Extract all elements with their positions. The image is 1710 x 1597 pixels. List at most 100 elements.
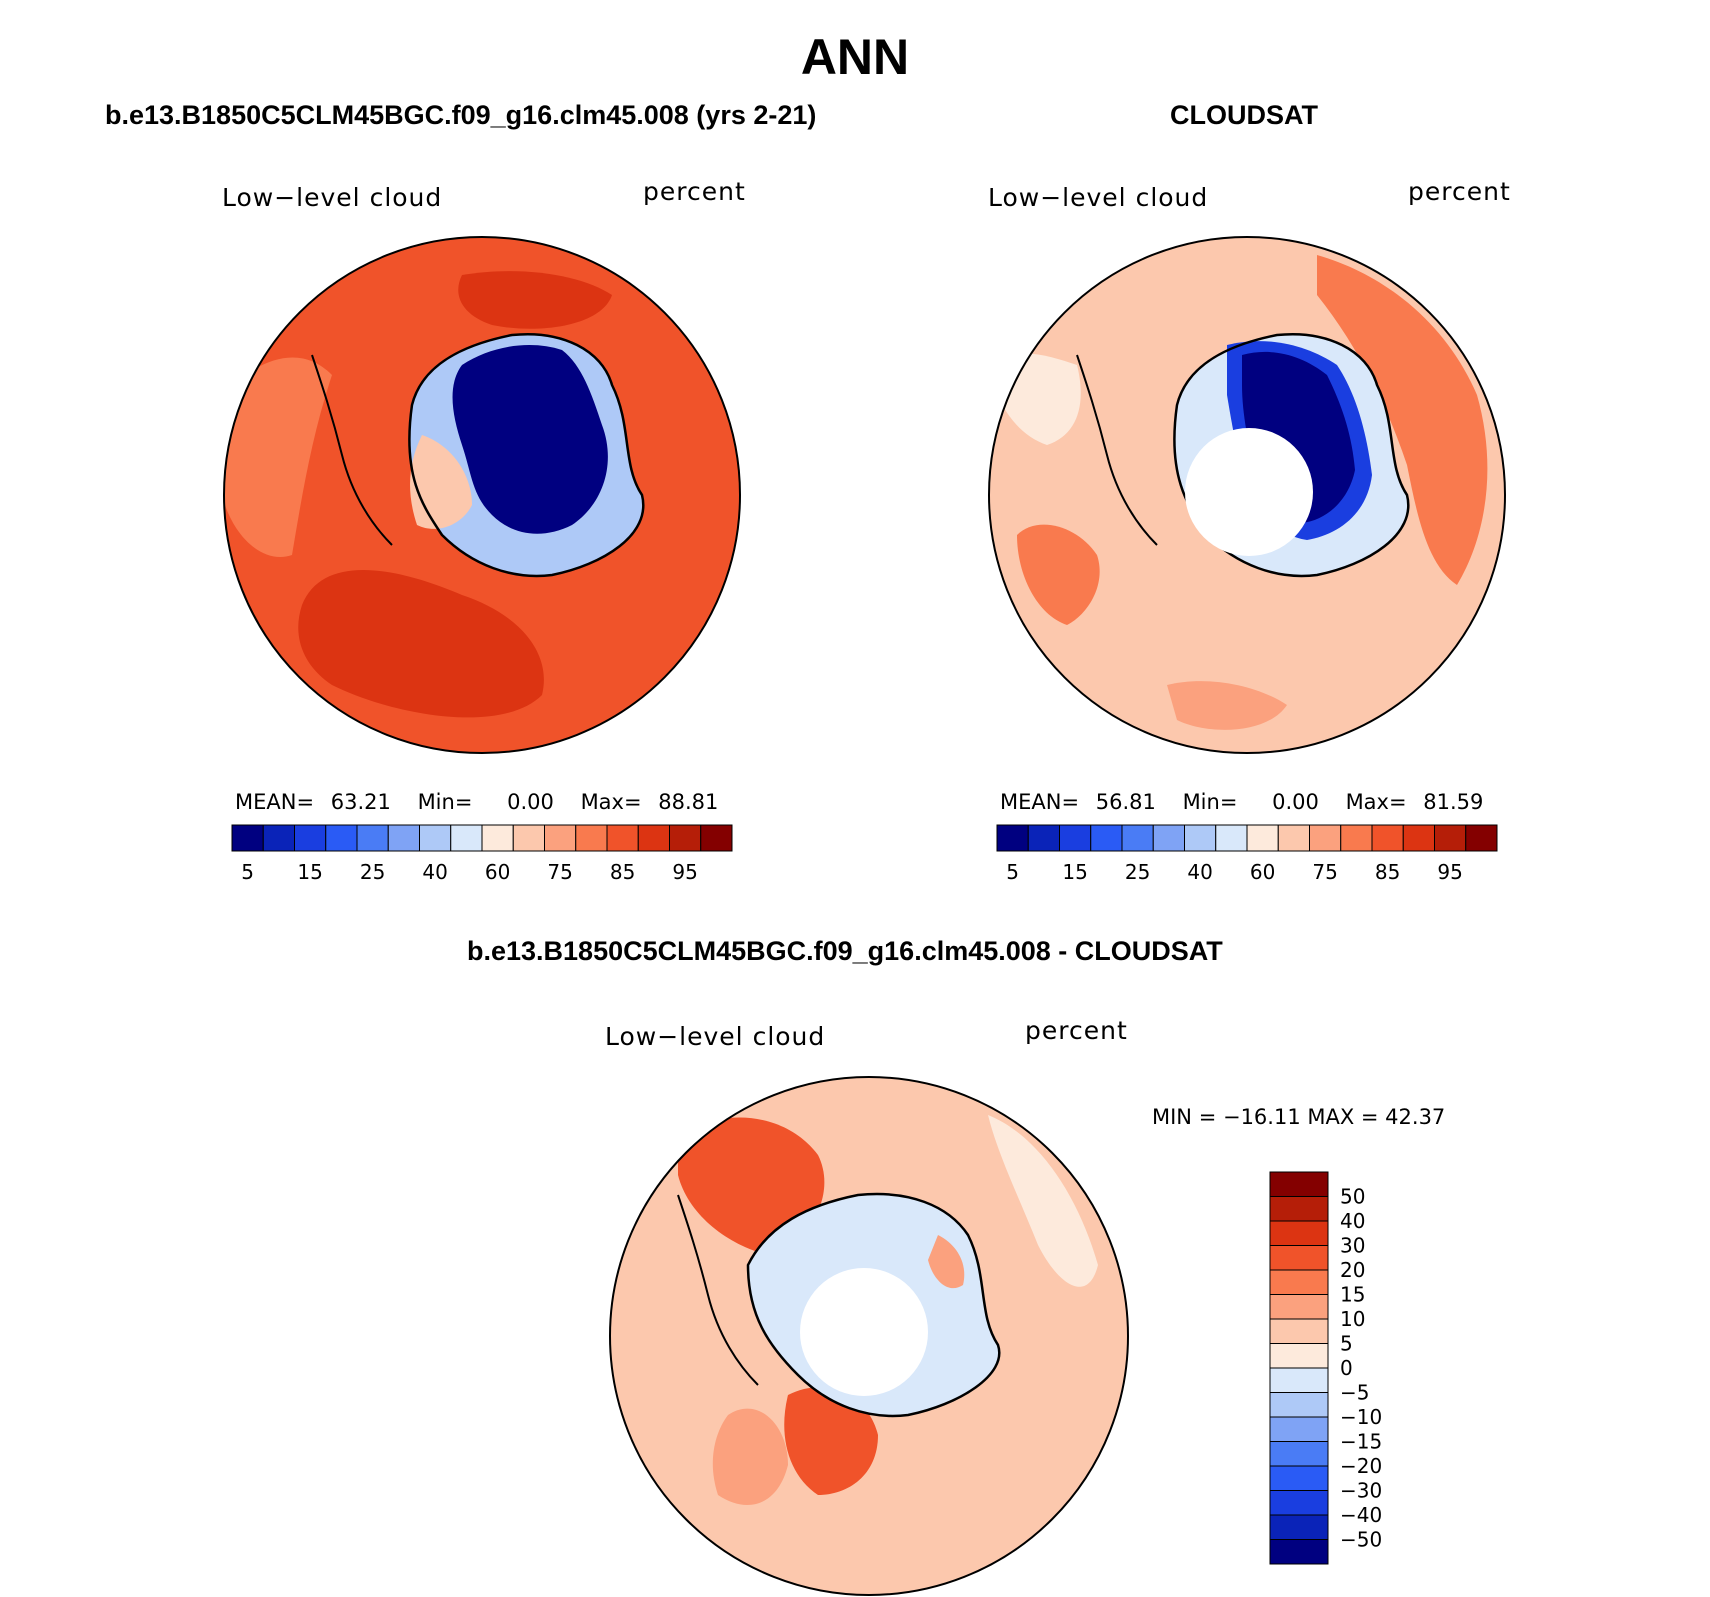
model-mean-value: 63.21 <box>330 790 391 814</box>
model-min-label: Min= <box>417 790 473 814</box>
colorbar-tick-label: −40 <box>1340 1503 1382 1527</box>
colorbar-tick-label: 10 <box>1340 1307 1365 1331</box>
obs-map-border <box>988 236 1506 754</box>
colorbar-swatch <box>669 824 702 852</box>
model-max-value: 88.81 <box>658 790 719 814</box>
colorbar-swatch <box>1269 1392 1329 1418</box>
colorbar-swatch <box>637 824 670 852</box>
colorbar-swatch <box>1184 824 1217 852</box>
diff-mid-positive-patch <box>712 1408 788 1505</box>
colorbar-swatch <box>1434 824 1467 852</box>
colorbar-swatch <box>606 824 639 852</box>
model-high-cloud-patch <box>458 271 612 329</box>
model-mid-cloud-patch <box>224 357 332 557</box>
model-high-cloud-patch <box>298 570 544 718</box>
colorbar-tick-label: 60 <box>485 860 510 884</box>
colorbar-tick-label: −30 <box>1340 1479 1382 1503</box>
diff-high-positive-patch <box>784 1387 878 1495</box>
colorbar-swatch <box>481 824 514 852</box>
obs-variable-label: Low−level cloud <box>988 183 1209 212</box>
obs-missing-pole-hole <box>1185 428 1313 556</box>
diff-missing-pole-hole <box>800 1268 928 1396</box>
colorbar-swatch <box>1269 1196 1329 1222</box>
diff-positive-streak <box>928 1235 965 1289</box>
model-colorbar: 5 15 25 40 60 75 85 95 <box>231 824 733 884</box>
colorbar-swatch <box>1269 1269 1329 1295</box>
model-stats: MEAN= 63.21 Min= 0.00 Max= 88.81 <box>235 790 718 814</box>
colorbar-swatch <box>1215 824 1248 852</box>
colorbar-tick-label: 60 <box>1250 860 1275 884</box>
diff-minmax: MIN = −16.11 MAX = 42.37 <box>1152 1105 1446 1129</box>
obs-mid-cloud-patch <box>1317 255 1488 585</box>
colorbar-tick-label: 75 <box>1312 860 1337 884</box>
colorbar-swatch <box>1059 824 1092 852</box>
model-units-label: percent <box>643 177 746 206</box>
colorbar-swatch <box>262 824 295 852</box>
colorbar-tick-label: 5 <box>241 860 254 884</box>
model-variable-label: Low−level cloud <box>222 183 443 212</box>
colorbar-tick-label: 15 <box>297 860 322 884</box>
colorbar-swatch <box>1309 824 1342 852</box>
colorbar-swatch <box>1269 1294 1329 1320</box>
colorbar-swatch <box>512 824 545 852</box>
colorbar-tick-label: 40 <box>422 860 447 884</box>
colorbar-tick-label: 5 <box>1006 860 1019 884</box>
obs-peninsula-coast <box>1076 354 1158 546</box>
colorbar-tick-label: −50 <box>1340 1528 1382 1552</box>
colorbar-swatch <box>1246 824 1279 852</box>
colorbar-tick-label: 95 <box>672 860 697 884</box>
colorbar-swatch <box>1269 1514 1329 1540</box>
obs-colorbar: 5 15 25 40 60 75 85 95 <box>996 824 1498 884</box>
colorbar-swatch <box>996 824 1029 852</box>
diff-low-positive-patch <box>988 1115 1098 1287</box>
colorbar-swatch <box>1371 824 1404 852</box>
colorbar-swatch <box>231 824 264 852</box>
colorbar-swatch <box>1269 1367 1329 1393</box>
colorbar-swatch <box>1269 1171 1329 1197</box>
colorbar-swatch <box>1269 1490 1329 1516</box>
colorbar-tick-label: −15 <box>1340 1430 1382 1454</box>
obs-units-label: percent <box>1408 177 1511 206</box>
model-panel-title: b.e13.B1850C5CLM45BGC.f09_g16.clm45.008 … <box>105 100 817 130</box>
obs-mid-cloud-patch <box>1017 524 1100 625</box>
colorbar-swatch <box>1269 1245 1329 1271</box>
colorbar-swatch <box>325 824 358 852</box>
colorbar-swatch <box>1269 1343 1329 1369</box>
colorbar-swatch <box>1269 1318 1329 1344</box>
diff-polar-map <box>609 1076 1129 1596</box>
colorbar-swatch <box>544 824 577 852</box>
colorbar-tick-label: 75 <box>547 860 572 884</box>
model-min-value: 0.00 <box>507 790 554 814</box>
colorbar-tick-label: 20 <box>1340 1258 1365 1282</box>
page-title: ANN <box>800 29 910 85</box>
obs-panel-title: CLOUDSAT <box>1170 100 1318 130</box>
colorbar-swatch <box>1402 824 1435 852</box>
model-max-label: Max= <box>580 790 642 814</box>
model-antarctica-interior <box>452 345 608 534</box>
colorbar-tick-label: 40 <box>1187 860 1212 884</box>
model-polar-map <box>223 236 741 754</box>
colorbar-tick-label: 40 <box>1340 1209 1365 1233</box>
colorbar-swatch <box>1121 824 1154 852</box>
colorbar-swatch <box>1152 824 1185 852</box>
colorbar-tick-label: 85 <box>1375 860 1400 884</box>
colorbar-tick-label: 5 <box>1340 1332 1353 1356</box>
diff-variable-label: Low−level cloud <box>605 1022 826 1051</box>
colorbar-tick-label: −5 <box>1340 1381 1369 1405</box>
colorbar-tick-label: −10 <box>1340 1405 1382 1429</box>
colorbar-swatch <box>1269 1220 1329 1246</box>
model-mean-label: MEAN= <box>235 790 315 814</box>
colorbar-tick-label: 0 <box>1340 1356 1353 1380</box>
colorbar-swatch <box>1340 824 1373 852</box>
colorbar-swatch <box>1269 1465 1329 1491</box>
colorbar-swatch <box>700 824 733 852</box>
obs-polar-map <box>988 236 1506 754</box>
colorbar-swatch <box>419 824 452 852</box>
model-coastline <box>408 333 645 578</box>
colorbar-swatch <box>1027 824 1060 852</box>
colorbar-swatch <box>1465 824 1498 852</box>
obs-max-label: Max= <box>1345 790 1407 814</box>
colorbar-tick-label: 25 <box>1125 860 1150 884</box>
model-ross-sea-patch <box>410 435 472 529</box>
colorbar-swatch <box>1269 1441 1329 1467</box>
